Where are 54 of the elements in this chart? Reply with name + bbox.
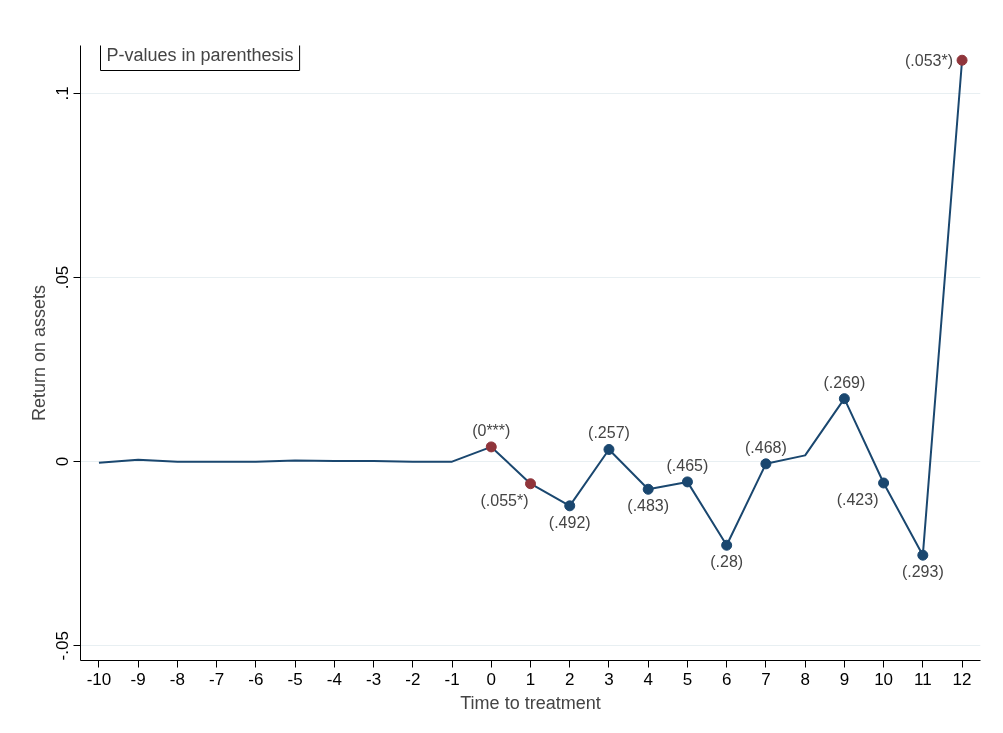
annotation: (.465) [666, 456, 709, 474]
x-tick-label: 6 [721, 669, 732, 689]
x-tick-label: -5 [287, 669, 303, 689]
x-tick-label: -2 [405, 669, 421, 689]
x-tick-label: -6 [248, 669, 264, 689]
point [917, 549, 929, 561]
x-tick-label: -8 [169, 669, 185, 689]
annotation: (.468) [745, 438, 787, 456]
point [681, 476, 693, 488]
x-axis-title: Time to treatment [460, 692, 601, 713]
point [564, 500, 576, 512]
x-tick-label: 1 [525, 669, 536, 689]
x-tick-label: 3 [604, 669, 614, 689]
y-tick-label: 0 [53, 456, 73, 467]
x-tick-label: 0 [486, 669, 497, 689]
x-tick-label: 8 [800, 669, 810, 689]
annotation: (.492) [548, 513, 591, 531]
point [878, 477, 890, 489]
x-tick-label: -3 [366, 669, 382, 689]
x-tick-label: 11 [914, 669, 932, 689]
x-tick-label: -4 [326, 669, 342, 689]
point [485, 441, 497, 453]
annotation: P-values in parenthesis [106, 44, 294, 65]
x-tick-label: 5 [682, 669, 693, 689]
x-tick-label: 2 [565, 669, 575, 689]
x-tick-label: 12 [952, 669, 972, 689]
x-tick-label: 9 [839, 669, 850, 689]
point [760, 458, 772, 470]
x-tick-label: -7 [209, 669, 225, 689]
annotation: (.055*) [480, 491, 529, 509]
x-tick-label: 7 [761, 669, 771, 689]
y-tick-label: -.05 [53, 631, 73, 661]
point [603, 443, 615, 455]
annotation: (.269) [823, 373, 866, 391]
annotation: (.423) [836, 491, 879, 508]
point [956, 54, 968, 66]
x-tick-label: -9 [130, 669, 146, 689]
annotation: (.257) [588, 424, 630, 442]
annotation: (.053*) [905, 51, 954, 69]
y-tick-label: .05 [53, 265, 73, 290]
point [525, 478, 536, 490]
y-axis-title: Return on assets [28, 284, 49, 422]
y-tick-label: .1 [53, 86, 73, 101]
x-tick-label: -10 [86, 669, 112, 689]
x-tick-label: -1 [444, 669, 460, 689]
annotation: (.483) [627, 497, 670, 515]
annotation: (.293) [901, 563, 944, 581]
point [838, 393, 850, 405]
annotation: (0***) [472, 421, 511, 439]
point [721, 539, 733, 551]
annotation: (.28) [710, 553, 744, 571]
point [642, 483, 654, 495]
x-tick-label: 4 [643, 669, 653, 689]
x-tick-label: 10 [874, 669, 894, 689]
